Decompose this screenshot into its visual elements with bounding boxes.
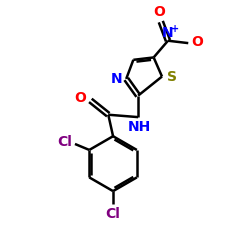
Text: O: O <box>74 91 86 105</box>
Text: S: S <box>167 70 177 84</box>
Text: Cl: Cl <box>106 207 120 221</box>
Text: +: + <box>170 24 179 34</box>
Text: N: N <box>110 72 122 86</box>
Text: O: O <box>191 35 203 49</box>
Text: O: O <box>154 5 166 19</box>
Text: NH: NH <box>128 120 151 134</box>
Text: Cl: Cl <box>57 135 72 149</box>
Text: N: N <box>162 26 174 40</box>
